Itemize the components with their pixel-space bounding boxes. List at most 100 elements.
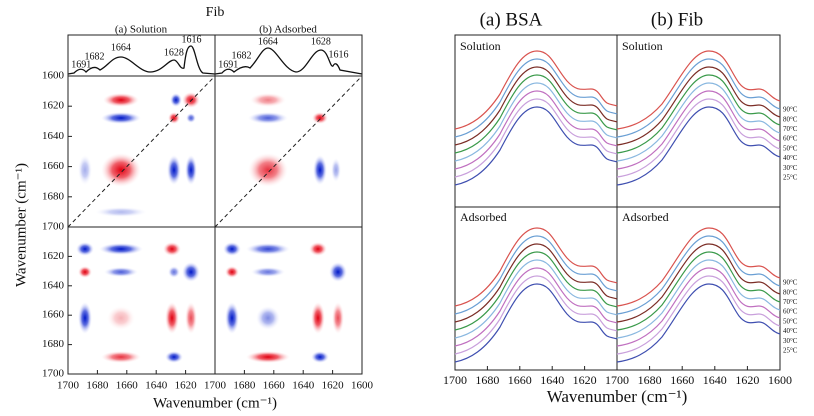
x-tick-label: 1700: [443, 373, 467, 387]
spectrum: [454, 275, 618, 355]
peak-label: 1616: [328, 49, 348, 60]
x-tick-label: 1660: [508, 373, 532, 387]
x-tick-label: 1660: [116, 380, 139, 392]
peak-label: 1628: [164, 47, 184, 58]
series-label: 40°C: [783, 154, 798, 162]
y-tick-label: 1640: [42, 279, 65, 291]
contour-blobs: [168, 266, 180, 278]
contour-blobs: [225, 266, 239, 278]
spectrum: [454, 74, 618, 154]
contour-blobs: [312, 112, 328, 124]
x-tick-label: 1680: [638, 373, 662, 387]
panel-title: (a) BSA: [480, 9, 543, 30]
top-spectra: [67, 45, 363, 75]
x-tick-label: 1600: [768, 373, 792, 387]
series-label: 25°C: [783, 174, 798, 182]
top-spectra: [67, 45, 216, 75]
contour-blobs: [95, 207, 147, 217]
contour-blobs: [225, 302, 239, 334]
y-tick-label: 1640: [42, 130, 65, 142]
contour-blobs: [311, 302, 325, 334]
contour-blobs: [248, 153, 288, 187]
contour-blobs: [76, 242, 94, 256]
contour-blobs: [101, 351, 141, 363]
contour-blobs: [163, 242, 181, 256]
x-tick-label: 1640: [292, 380, 315, 392]
contour-blobs: [246, 243, 290, 255]
series-label: 60°C: [783, 135, 798, 143]
y-tick-label: 1620: [42, 100, 65, 112]
peak-label: 1682: [84, 51, 104, 62]
chart-title: Fib: [206, 5, 225, 20]
left-frame: [214, 75, 363, 228]
series-label: 40°C: [783, 327, 798, 335]
spectrum: [454, 227, 618, 307]
peak-label: 1616: [181, 34, 201, 45]
x-tick-label: 1620: [322, 380, 345, 392]
row-label: Solution: [460, 39, 501, 53]
x-tick-label: 1700: [204, 380, 227, 392]
contour-blobs: [78, 266, 92, 278]
spectrum: [454, 259, 618, 339]
spectrum: [454, 66, 618, 146]
contour-blobs: [165, 302, 179, 334]
x-tick-label: 1680: [233, 380, 256, 392]
contour-blobs: [78, 155, 92, 185]
series-label: 70°C: [783, 125, 798, 133]
series-label: 50°C: [783, 144, 798, 152]
x-axis-label: Wavenumber (cm⁻¹): [547, 387, 688, 406]
contour-blobs: [246, 351, 290, 363]
peak-label: 1628: [311, 36, 331, 47]
left-frame: [67, 75, 216, 228]
contour-blobs: [248, 112, 288, 124]
x-tick-label: 1620: [573, 373, 597, 387]
series-label: 90°C: [783, 279, 798, 287]
x-tick-label: 1700: [605, 373, 629, 387]
panel-title: (b) Fib: [651, 9, 703, 30]
x-tick-label: 1640: [703, 373, 727, 387]
contour-blobs: [167, 155, 181, 185]
panel-title: (a) Solution: [115, 24, 168, 36]
y-tick-label: 1660: [42, 309, 65, 321]
x-axis-label: Wavenumber (cm⁻¹): [153, 395, 277, 411]
contour-blobs: [329, 262, 347, 282]
row-label: Adsorbed: [622, 210, 669, 224]
contour-blobs: [256, 306, 280, 330]
contour-blobs: [104, 267, 138, 277]
spectrum: [454, 267, 618, 347]
y-tick-label: 1700: [42, 368, 65, 380]
contour-blobs: [170, 93, 182, 107]
x-tick-label: 1680: [86, 380, 109, 392]
contour-blobs: [78, 302, 92, 334]
series-label: 60°C: [783, 308, 798, 316]
y-tick-label: 1680: [42, 338, 65, 350]
contour-blobs: [223, 242, 241, 256]
contour-blobs: [251, 267, 285, 277]
contour-blobs: [185, 155, 197, 185]
series-label: 25°C: [783, 347, 798, 355]
spectrum: [616, 283, 781, 363]
peak-label: 1682: [231, 50, 251, 61]
contour-blobs: [182, 262, 200, 282]
x-tick-label: 1660: [670, 373, 694, 387]
y-axis-label: Wavenumber (cm⁻¹): [13, 163, 29, 287]
peak-label: 1691: [218, 59, 238, 70]
spectrum: [454, 50, 618, 130]
spectrum: [454, 243, 618, 323]
y-tick-label: 1680: [42, 190, 65, 202]
contour-blobs: [101, 153, 141, 187]
panel-title: (b) Adsorbed: [259, 24, 317, 36]
spectrum: [454, 90, 618, 170]
y-tick-label: 1600: [42, 70, 65, 82]
contour-blobs: [101, 112, 141, 124]
x-tick-label: 1660: [263, 380, 286, 392]
x-tick-label: 1620: [175, 380, 198, 392]
y-tick-label: 1700: [42, 221, 65, 233]
y-tick-label: 1660: [42, 160, 65, 172]
spectrum: [454, 251, 618, 331]
contour-blobs: [165, 351, 183, 363]
x-tick-label: 1700: [57, 380, 80, 392]
series-label: 50°C: [783, 317, 798, 325]
spectrum: [454, 58, 618, 138]
